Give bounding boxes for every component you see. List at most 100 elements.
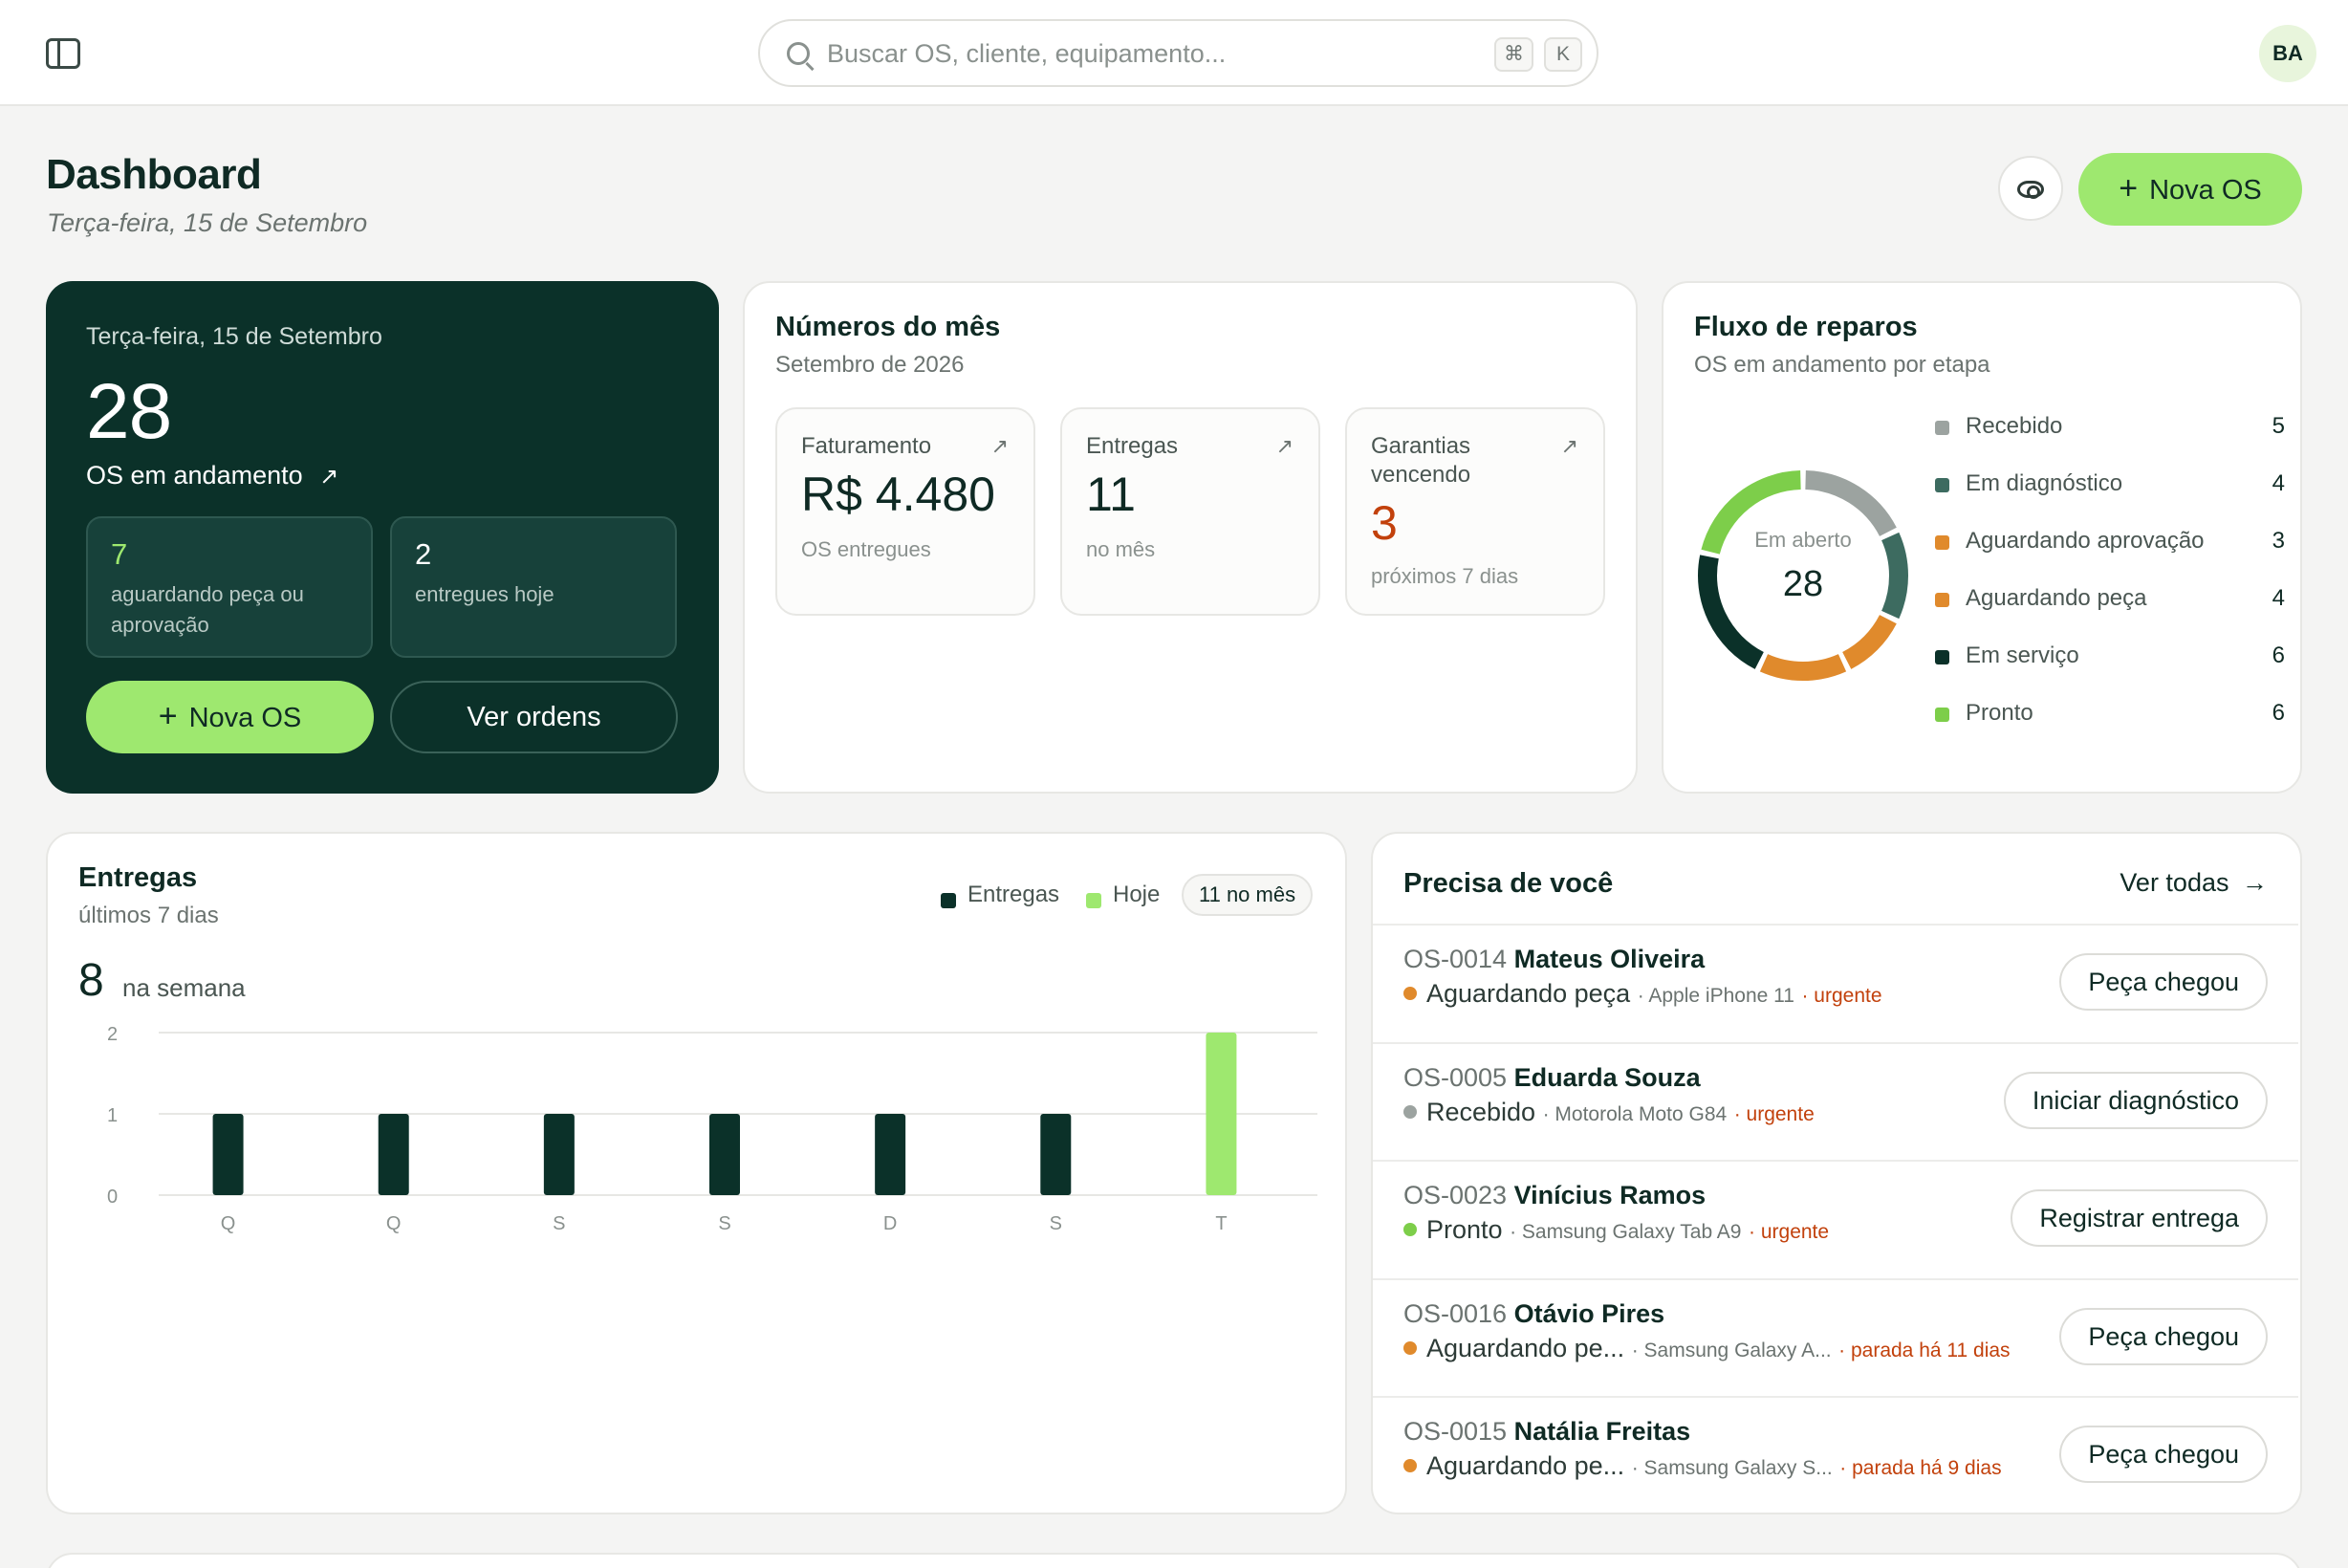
bar-4[interactable] — [875, 1114, 906, 1195]
arrow-up-right-icon: ↗ — [1275, 434, 1294, 458]
needs-you-card: Precisa de você Ver todas → OS-0014 Mate… — [1371, 832, 2302, 1514]
bar-0[interactable] — [212, 1114, 244, 1195]
stat-deliveries-value: 11 — [1086, 468, 1136, 521]
stage-name: Aguardando peça — [1966, 585, 2147, 611]
page-date: Terça-feira, 15 de Setembro — [47, 208, 368, 237]
hero-box-waiting-value: 7 — [111, 537, 128, 571]
priority-flag: · urgente — [1801, 985, 1882, 1007]
top-bar: ⌘ K BA — [0, 0, 2348, 106]
status-text: Pronto — [1426, 1215, 1503, 1244]
search-input[interactable] — [827, 34, 1439, 73]
stage-name: Pronto — [1966, 700, 2033, 726]
hero-box-waiting-label: aguardando peça ou aprovação — [111, 582, 304, 637]
status-dot — [1403, 1340, 1417, 1355]
needs-row[interactable]: OS-0005 Eduarda Souza Recebido · Motorola… — [1373, 1041, 2298, 1160]
legend-swatch — [1935, 650, 1949, 664]
customer-name: Vinícius Ramos — [1513, 1181, 1707, 1209]
row-action-button[interactable]: Peça chegou — [2059, 1426, 2268, 1483]
plus-icon: + — [2119, 170, 2139, 207]
legend-swatch — [1935, 593, 1949, 607]
row-action-button[interactable]: Registrar entrega — [2011, 1189, 2268, 1247]
needs-row[interactable]: OS-0014 Mateus Oliveira Aguardando peça ·… — [1373, 924, 2298, 1041]
legend-entregas: Entregas — [967, 882, 1060, 907]
status-line: Pronto · Samsung Galaxy Tab A9 · urgente — [1426, 1215, 1829, 1245]
status-text: Recebido — [1426, 1097, 1536, 1126]
hero-count-link[interactable]: OS em andamento ↗ — [86, 461, 338, 490]
bar-2[interactable] — [543, 1114, 575, 1195]
arrow-up-right-icon: ↗ — [1560, 434, 1578, 458]
x-tick-label: S — [718, 1213, 730, 1234]
search-bar[interactable]: ⌘ K — [758, 19, 1598, 87]
customer-name: Otávio Pires — [1513, 1298, 1665, 1328]
row-action-button[interactable]: Peça chegou — [2059, 953, 2268, 1011]
hero-box-waiting: 7 aguardando peça ou aprovação — [86, 516, 373, 658]
needs-row[interactable]: OS-0015 Natália Freitas Aguardando pe... … — [1373, 1396, 2298, 1513]
view-orders-button[interactable]: Ver ordens — [390, 681, 678, 753]
os-number-line: OS-0023 Vinícius Ramos — [1403, 1181, 1706, 1210]
status-line: Aguardando pe... · Samsung Galaxy S... ·… — [1426, 1451, 2002, 1481]
hero-new-os-button[interactable]: + Nova OS — [86, 681, 374, 753]
hero-card: Terça-feira, 15 de Setembro 28 OS em and… — [46, 281, 719, 794]
device-name: · Samsung Galaxy A... — [1631, 1339, 1832, 1361]
status-text: Aguardando pe... — [1426, 1333, 1625, 1362]
customer-name: Mateus Oliveira — [1513, 945, 1706, 973]
stage-count: 4 — [2272, 470, 2285, 496]
priority-flag: · urgente — [1733, 1102, 1815, 1125]
search-icon — [787, 42, 810, 65]
bar-6[interactable] — [1206, 1033, 1237, 1195]
sidebar-toggle-icon[interactable] — [46, 38, 80, 69]
priority-flag: · parada há 9 dias — [1839, 1457, 2002, 1479]
avatar[interactable]: BA — [2259, 25, 2316, 82]
donut-segment-aguardando-aprova-o — [1841, 614, 1897, 669]
deliveries-subtitle: últimos 7 dias — [78, 903, 219, 928]
flow-title: Fluxo de reparos — [1694, 312, 1918, 342]
view-all-label: Ver todas — [2120, 868, 2229, 897]
donut-segment-pronto — [1701, 470, 1801, 555]
needs-row[interactable]: OS-0016 Otávio Pires Aguardando pe... · S… — [1373, 1277, 2298, 1396]
visibility-toggle-button[interactable] — [1998, 156, 2063, 221]
flow-legend-row: Pronto 6 — [1935, 698, 2285, 730]
bar-5[interactable] — [1040, 1114, 1072, 1195]
status-line: Aguardando peça · Apple iPhone 11 · urge… — [1426, 979, 1882, 1009]
deliveries-title: Entregas — [78, 862, 198, 893]
view-all-link[interactable]: Ver todas → — [2120, 868, 2268, 898]
status-line: Aguardando pe... · Samsung Galaxy A... ·… — [1426, 1334, 2011, 1363]
bar-3[interactable] — [709, 1114, 740, 1195]
donut-center-value: 28 — [1782, 564, 1824, 604]
needs-title: Precisa de você — [1403, 868, 1614, 899]
row-action-button[interactable]: Iniciar diagnóstico — [2003, 1071, 2268, 1129]
os-number: OS-0005 — [1403, 1062, 1508, 1092]
eye-icon — [2017, 181, 2044, 199]
flow-legend-row: Aguardando aprovação 3 — [1935, 526, 2285, 558]
hero-count: 28 — [86, 368, 172, 455]
hero-new-os-label: Nova OS — [188, 703, 302, 733]
bar-1[interactable] — [378, 1114, 409, 1195]
legend-swatch — [1935, 535, 1949, 550]
new-os-button[interactable]: + Nova OS — [2078, 153, 2302, 226]
needs-row[interactable]: OS-0023 Vinícius Ramos Pronto · Samsung G… — [1373, 1160, 2298, 1277]
flow-subtitle: OS em andamento por etapa — [1694, 352, 1990, 378]
stat-deliveries[interactable]: Entregas ↗ 11 no mês — [1060, 407, 1320, 616]
os-number: OS-0015 — [1403, 1417, 1508, 1446]
device-name: · Samsung Galaxy S... — [1631, 1457, 1833, 1479]
donut-segment-em-diagn-stico — [1881, 532, 1908, 620]
x-tick-label: S — [1050, 1213, 1062, 1234]
customer-name: Eduarda Souza — [1513, 1062, 1701, 1092]
stat-revenue[interactable]: Faturamento ↗ R$ 4.480 OS entregues — [775, 407, 1035, 616]
stat-deliveries-foot: no mês — [1086, 537, 1156, 561]
x-tick-label: Q — [386, 1213, 402, 1234]
hero-date: Terça-feira, 15 de Setembro — [86, 323, 382, 350]
donut-segment-recebido — [1805, 470, 1897, 537]
hero-box-delivered-value: 2 — [415, 537, 432, 571]
page-title: Dashboard — [46, 151, 262, 198]
status-text: Aguardando peça — [1426, 979, 1631, 1008]
row-action-button[interactable]: Peça chegou — [2059, 1307, 2268, 1365]
hero-box-delivered-label: entregues hoje — [415, 582, 554, 606]
hero-count-label: OS em andamento — [86, 461, 303, 490]
donut-segment-em-servi-o — [1698, 555, 1765, 669]
stat-warranties-foot: próximos 7 dias — [1371, 564, 1519, 588]
hero-box-delivered: 2 entregues hoje — [390, 516, 677, 658]
kbd-cmd: ⌘ — [1494, 37, 1533, 72]
stat-warranties[interactable]: Garantias vencendo ↗ 3 próximos 7 dias — [1345, 407, 1605, 616]
deliveries-card: Entregas últimos 7 dias 8 na semana Entr… — [46, 832, 1347, 1514]
